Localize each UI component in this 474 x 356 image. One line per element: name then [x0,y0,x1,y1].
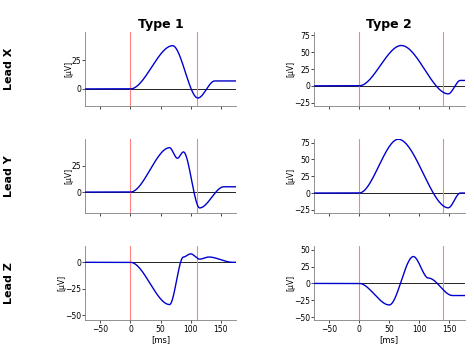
Y-axis label: [μV]: [μV] [287,61,296,77]
Text: Lead Z: Lead Z [4,262,15,304]
Title: Type 1: Type 1 [137,18,183,31]
X-axis label: [ms]: [ms] [151,335,170,344]
Y-axis label: [μV]: [μV] [286,276,295,292]
Text: Lead X: Lead X [4,48,15,90]
Y-axis label: [μV]: [μV] [64,168,73,184]
Title: Type 2: Type 2 [366,18,412,31]
X-axis label: [ms]: [ms] [380,335,399,344]
Y-axis label: [μV]: [μV] [64,61,73,77]
Text: Lead Y: Lead Y [4,155,15,197]
Y-axis label: [μV]: [μV] [58,276,67,292]
Y-axis label: [μV]: [μV] [287,168,296,184]
